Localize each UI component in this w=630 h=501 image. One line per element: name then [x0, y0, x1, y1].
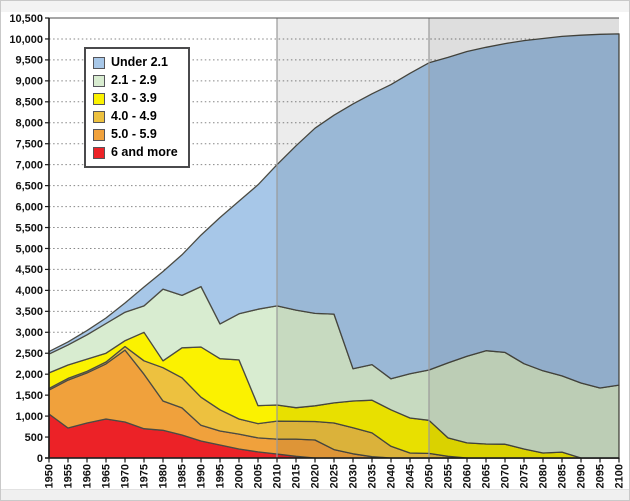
- legend-label-5-0-5-9: 5.0 - 5.9: [111, 127, 157, 142]
- y-tick-label-7500: 7,500: [15, 139, 43, 151]
- y-tick-label-10500: 10,500: [9, 13, 43, 25]
- x-tick-label-2070: 2070: [500, 464, 512, 488]
- y-tick-label-0: 0: [37, 453, 43, 465]
- legend-item-under-2-1: Under 2.1: [93, 54, 178, 71]
- y-tick-label-1500: 1,500: [15, 390, 43, 402]
- x-tick-label-2030: 2030: [348, 464, 360, 488]
- bottom-margin-strip: [1, 489, 629, 500]
- legend-swatch-2-1-2-9: [93, 74, 105, 87]
- x-tick-label-2080: 2080: [538, 464, 550, 488]
- y-tick-label-8000: 8,000: [15, 118, 43, 130]
- x-tick-label-2010: 2010: [272, 464, 284, 488]
- legend-swatch-6-and-more: [93, 146, 105, 159]
- x-tick-label-2060: 2060: [462, 464, 474, 488]
- x-tick-label-2005: 2005: [253, 464, 265, 488]
- legend-item-5-0-5-9: 5.0 - 5.9: [93, 126, 178, 143]
- x-tick-label-2035: 2035: [367, 464, 379, 488]
- x-tick-label-2020: 2020: [310, 464, 322, 488]
- y-tick-label-2000: 2,000: [15, 369, 43, 381]
- x-tick-label-1980: 1980: [158, 464, 170, 488]
- x-tick-label-1970: 1970: [120, 464, 132, 488]
- legend-label-2-1-2-9: 2.1 - 2.9: [111, 73, 157, 88]
- y-tick-label-5000: 5,000: [15, 243, 43, 255]
- legend-swatch-5-0-5-9: [93, 128, 105, 141]
- legend-label-3-0-3-9: 3.0 - 3.9: [111, 91, 157, 106]
- legend-item-2-1-2-9: 2.1 - 2.9: [93, 72, 178, 89]
- legend-item-6-and-more: 6 and more: [93, 144, 178, 161]
- chart-legend: Under 2.1 2.1 - 2.9 3.0 - 3.9 4.0 - 4.9 …: [84, 47, 190, 168]
- x-tick-label-2045: 2045: [405, 464, 417, 488]
- x-tick-label-2050: 2050: [424, 464, 436, 488]
- y-tick-label-8500: 8,500: [15, 97, 43, 109]
- y-tick-label-10000: 10,000: [9, 34, 43, 46]
- y-tick-label-3000: 3,000: [15, 327, 43, 339]
- x-tick-label-2100: 2100: [614, 464, 626, 488]
- x-tick-label-1995: 1995: [215, 464, 227, 488]
- x-tick-label-2075: 2075: [519, 464, 531, 488]
- y-tick-label-4000: 4,000: [15, 285, 43, 297]
- x-tick-label-2055: 2055: [443, 464, 455, 488]
- x-tick-label-2095: 2095: [595, 464, 607, 488]
- x-tick-label-2085: 2085: [557, 464, 569, 488]
- legend-item-3-0-3-9: 3.0 - 3.9: [93, 90, 178, 107]
- legend-swatch-3-0-3-9: [93, 92, 105, 105]
- y-tick-label-9500: 9,500: [15, 55, 43, 67]
- x-tick-label-1990: 1990: [196, 464, 208, 488]
- x-tick-label-2025: 2025: [329, 464, 341, 488]
- x-tick-label-1955: 1955: [63, 464, 75, 488]
- projection-shade-2: [429, 18, 619, 458]
- top-margin-strip: [1, 1, 629, 12]
- y-tick-label-4500: 4,500: [15, 264, 43, 276]
- x-tick-label-1950: 1950: [44, 464, 56, 488]
- y-tick-label-1000: 1,000: [15, 411, 43, 423]
- x-tick-label-2015: 2015: [291, 464, 303, 488]
- y-tick-label-6000: 6,000: [15, 201, 43, 213]
- y-tick-label-6500: 6,500: [15, 180, 43, 192]
- y-tick-label-9000: 9,000: [15, 76, 43, 88]
- y-tick-label-3500: 3,500: [15, 306, 43, 318]
- x-tick-label-1985: 1985: [177, 464, 189, 488]
- y-tick-label-2500: 2,500: [15, 348, 43, 360]
- area-under-2-1: [48, 33, 620, 389]
- legend-swatch-4-0-4-9: [93, 110, 105, 123]
- legend-item-4-0-4-9: 4.0 - 4.9: [93, 108, 178, 125]
- x-tick-label-2040: 2040: [386, 464, 398, 488]
- legend-swatch-under-2-1: [93, 56, 105, 69]
- y-tick-label-5500: 5,500: [15, 222, 43, 234]
- legend-label-4-0-4-9: 4.0 - 4.9: [111, 109, 157, 124]
- x-tick-label-2090: 2090: [576, 464, 588, 488]
- legend-label-6-and-more: 6 and more: [111, 145, 178, 160]
- x-tick-label-2065: 2065: [481, 464, 493, 488]
- legend-label-under-2-1: Under 2.1: [111, 55, 168, 70]
- x-tick-label-1960: 1960: [82, 464, 94, 488]
- y-tick-label-7000: 7,000: [15, 159, 43, 171]
- projection-shade-1: [277, 18, 429, 458]
- x-tick-label-1975: 1975: [139, 464, 151, 488]
- y-tick-label-500: 500: [25, 432, 43, 444]
- x-tick-label-1965: 1965: [101, 464, 113, 488]
- x-tick-label-2000: 2000: [234, 464, 246, 488]
